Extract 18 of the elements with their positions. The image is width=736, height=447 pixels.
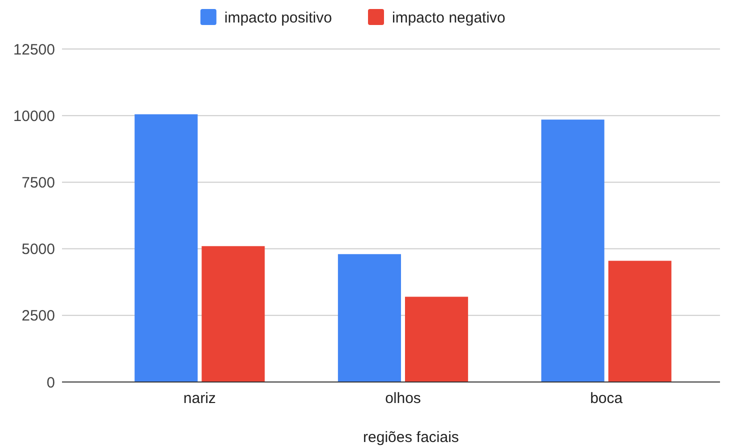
y-tick-label: 2500 [22, 308, 55, 325]
x-tick-label: boca [590, 390, 624, 407]
y-tick-label: 7500 [22, 174, 55, 192]
bar [608, 260, 672, 382]
bar [338, 254, 401, 382]
bar [405, 296, 468, 382]
bar [134, 114, 198, 382]
x-tick-label: olhos [385, 390, 421, 407]
x-axis-title: regiões faciais [363, 429, 459, 446]
y-tick-label: 0 [46, 374, 55, 392]
y-tick-label: 10000 [13, 108, 55, 125]
y-tick-label: 12500 [13, 41, 55, 58]
y-tick-label: 5000 [22, 241, 55, 258]
x-tick-label: nariz [183, 390, 216, 407]
bar [541, 120, 604, 382]
legend-label: impacto negativo [392, 9, 506, 26]
bar [202, 246, 265, 382]
legend-label: impacto positivo [224, 9, 332, 26]
